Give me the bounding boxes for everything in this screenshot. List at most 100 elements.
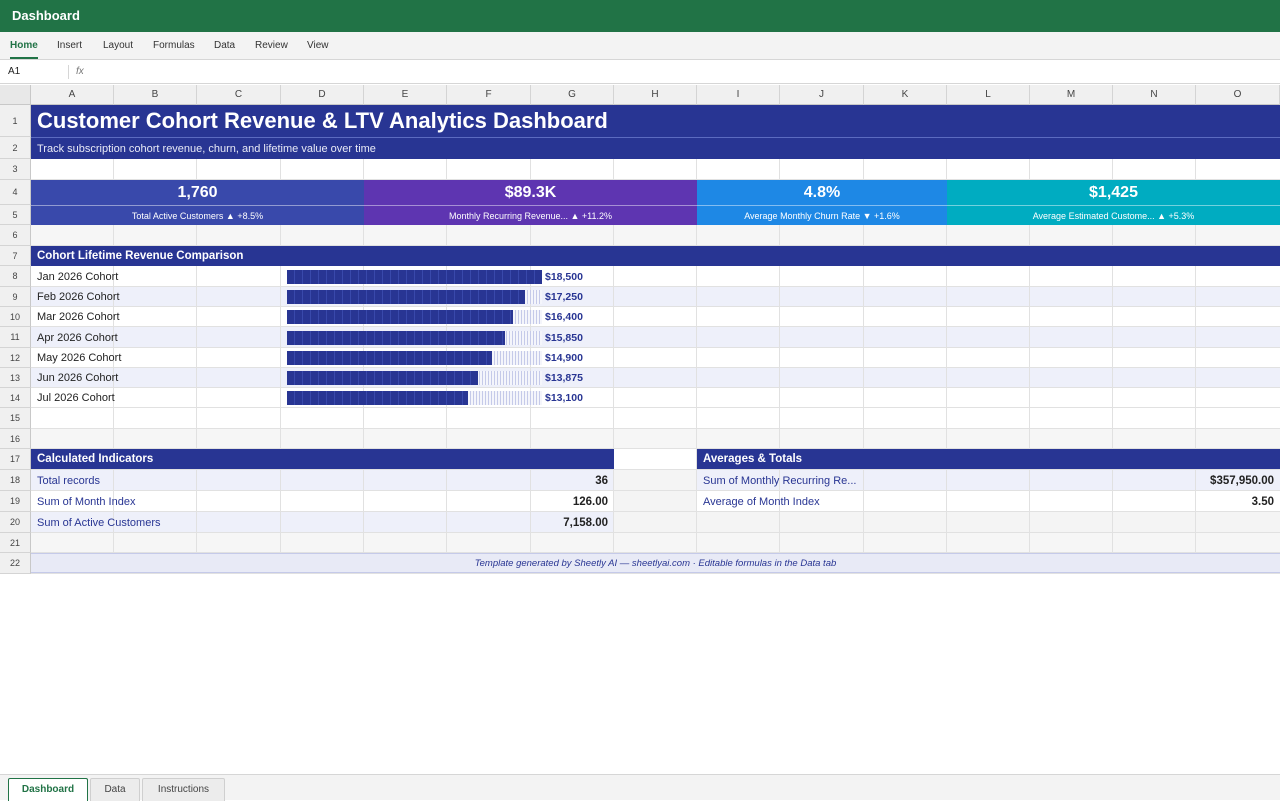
grid-line: [1112, 105, 1113, 574]
row-header[interactable]: 13: [0, 368, 31, 388]
column-header[interactable]: D: [281, 85, 364, 105]
cohort-label: May 2026 Cohort: [37, 352, 122, 364]
grid-line: [1029, 105, 1030, 574]
ribbon-tab-home[interactable]: Home: [10, 32, 38, 59]
select-all-corner[interactable]: [0, 85, 31, 105]
grid-line: [280, 105, 281, 574]
kpi-label: Monthly Recurring Revenue... ▲ +11.2%: [364, 205, 697, 225]
row-header[interactable]: 3: [0, 159, 31, 180]
column-header[interactable]: E: [364, 85, 447, 105]
row-header[interactable]: 16: [0, 429, 31, 449]
grid-line: [31, 347, 1280, 348]
column-header[interactable]: L: [947, 85, 1030, 105]
cohort-bar[interactable]: [287, 391, 468, 405]
ribbon-tab-insert[interactable]: Insert: [57, 40, 83, 51]
ribbon-tab-formulas[interactable]: Formulas: [153, 40, 195, 51]
row-header[interactable]: 22: [0, 553, 31, 574]
grid-band: [31, 533, 1280, 553]
row-header[interactable]: 12: [0, 348, 31, 368]
column-header[interactable]: K: [864, 85, 947, 105]
sheet-tab-dashboard[interactable]: Dashboard: [8, 778, 88, 801]
kpi-value: $89.3K: [504, 184, 557, 201]
row-header[interactable]: 15: [0, 408, 31, 429]
indicator-value[interactable]: 126.00: [572, 495, 608, 508]
grid-line: [863, 105, 864, 574]
row-header[interactable]: 8: [0, 266, 31, 287]
grid-line: [31, 448, 1280, 449]
row-header[interactable]: 10: [0, 307, 31, 327]
average-value[interactable]: $357,950.00: [1210, 474, 1274, 487]
grid-line: [31, 573, 1280, 574]
cohort-bar[interactable]: [287, 371, 478, 385]
indicator-value[interactable]: 7,158.00: [563, 516, 608, 529]
indicator-value[interactable]: 36: [595, 474, 608, 487]
grid-line: [196, 105, 197, 574]
row-header[interactable]: 14: [0, 388, 31, 408]
kpi-card-ltv[interactable]: $1,425 Average Estimated Custome... ▲ +5…: [947, 180, 1280, 225]
ribbon-tabs: Home Insert Layout Formulas Data Review …: [0, 32, 1280, 60]
cohort-bar[interactable]: [287, 310, 513, 324]
column-header[interactable]: H: [614, 85, 697, 105]
grid-band: [614, 470, 697, 533]
sheet-tab-data[interactable]: Data: [90, 778, 140, 801]
cohort-bar-value: $18,500: [545, 270, 583, 283]
dashboard-subtitle: Track subscription cohort revenue, churn…: [31, 137, 1280, 159]
column-header[interactable]: F: [447, 85, 531, 105]
kpi-value: 1,760: [177, 184, 218, 201]
cohort-label: Jun 2026 Cohort: [37, 372, 119, 384]
column-header[interactable]: B: [114, 85, 197, 105]
sheet-tab-instructions[interactable]: Instructions: [142, 778, 225, 801]
column-header[interactable]: O: [1196, 85, 1280, 105]
grid-line: [613, 105, 614, 574]
kpi-card-active-customers[interactable]: 1,760 Total Active Customers ▲ +8.5%: [31, 180, 364, 225]
grid-band: [31, 429, 1280, 449]
cohort-bar-track: [287, 371, 542, 385]
column-header[interactable]: I: [697, 85, 780, 105]
column-header[interactable]: C: [197, 85, 281, 105]
column-header[interactable]: N: [1113, 85, 1196, 105]
average-label: Average of Month Index: [703, 495, 820, 508]
row-header[interactable]: 21: [0, 533, 31, 553]
row-header[interactable]: 19: [0, 491, 31, 512]
cohort-section-header: Cohort Lifetime Revenue Comparison: [31, 246, 1280, 266]
column-header[interactable]: G: [531, 85, 614, 105]
ribbon-tab-layout[interactable]: Layout: [103, 40, 134, 51]
row-header[interactable]: 4: [0, 180, 31, 205]
row-header[interactable]: 9: [0, 287, 31, 307]
cohort-bar-value: $16,400: [545, 311, 583, 323]
app-title: Dashboard: [12, 8, 80, 23]
ribbon-tab-review[interactable]: Review: [255, 40, 288, 51]
row-header[interactable]: 2: [0, 137, 31, 159]
grid-line: [31, 552, 1280, 553]
column-header[interactable]: J: [780, 85, 864, 105]
row-header[interactable]: 6: [0, 225, 31, 246]
cohort-bar[interactable]: [287, 351, 492, 365]
kpi-card-churn-rate[interactable]: 4.8% Average Monthly Churn Rate ▼ +1.6%: [697, 180, 947, 225]
cohort-bar-track: [287, 310, 542, 324]
cohort-label: Jan 2026 Cohort: [37, 270, 119, 283]
cohort-bar-track: [287, 351, 542, 365]
name-box[interactable]: A1: [8, 66, 21, 77]
cohort-bar[interactable]: [287, 290, 525, 304]
column-header[interactable]: M: [1030, 85, 1113, 105]
ribbon-tab-view[interactable]: View: [307, 40, 329, 51]
cohort-bar[interactable]: [287, 330, 505, 345]
ribbon-tab-data[interactable]: Data: [214, 40, 236, 51]
row-header[interactable]: 1: [0, 105, 31, 137]
column-header[interactable]: A: [31, 85, 114, 105]
average-value[interactable]: 3.50: [1251, 495, 1274, 508]
kpi-card-mrr[interactable]: $89.3K Monthly Recurring Revenue... ▲ +1…: [364, 180, 697, 225]
row-header[interactable]: 11: [0, 327, 31, 348]
formula-input[interactable]: [100, 60, 1270, 83]
cohort-label: Mar 2026 Cohort: [37, 311, 120, 323]
row-header[interactable]: 7: [0, 246, 31, 266]
row-header[interactable]: 17: [0, 449, 31, 470]
row-header[interactable]: 20: [0, 512, 31, 533]
grid-line: [113, 105, 114, 574]
row-header[interactable]: 5: [0, 205, 31, 225]
row-header[interactable]: 18: [0, 470, 31, 491]
indicators-header: Calculated Indicators: [31, 449, 614, 469]
cohort-bar[interactable]: [287, 269, 542, 284]
grid-band: [31, 225, 1280, 246]
grid-line: [31, 286, 1280, 287]
